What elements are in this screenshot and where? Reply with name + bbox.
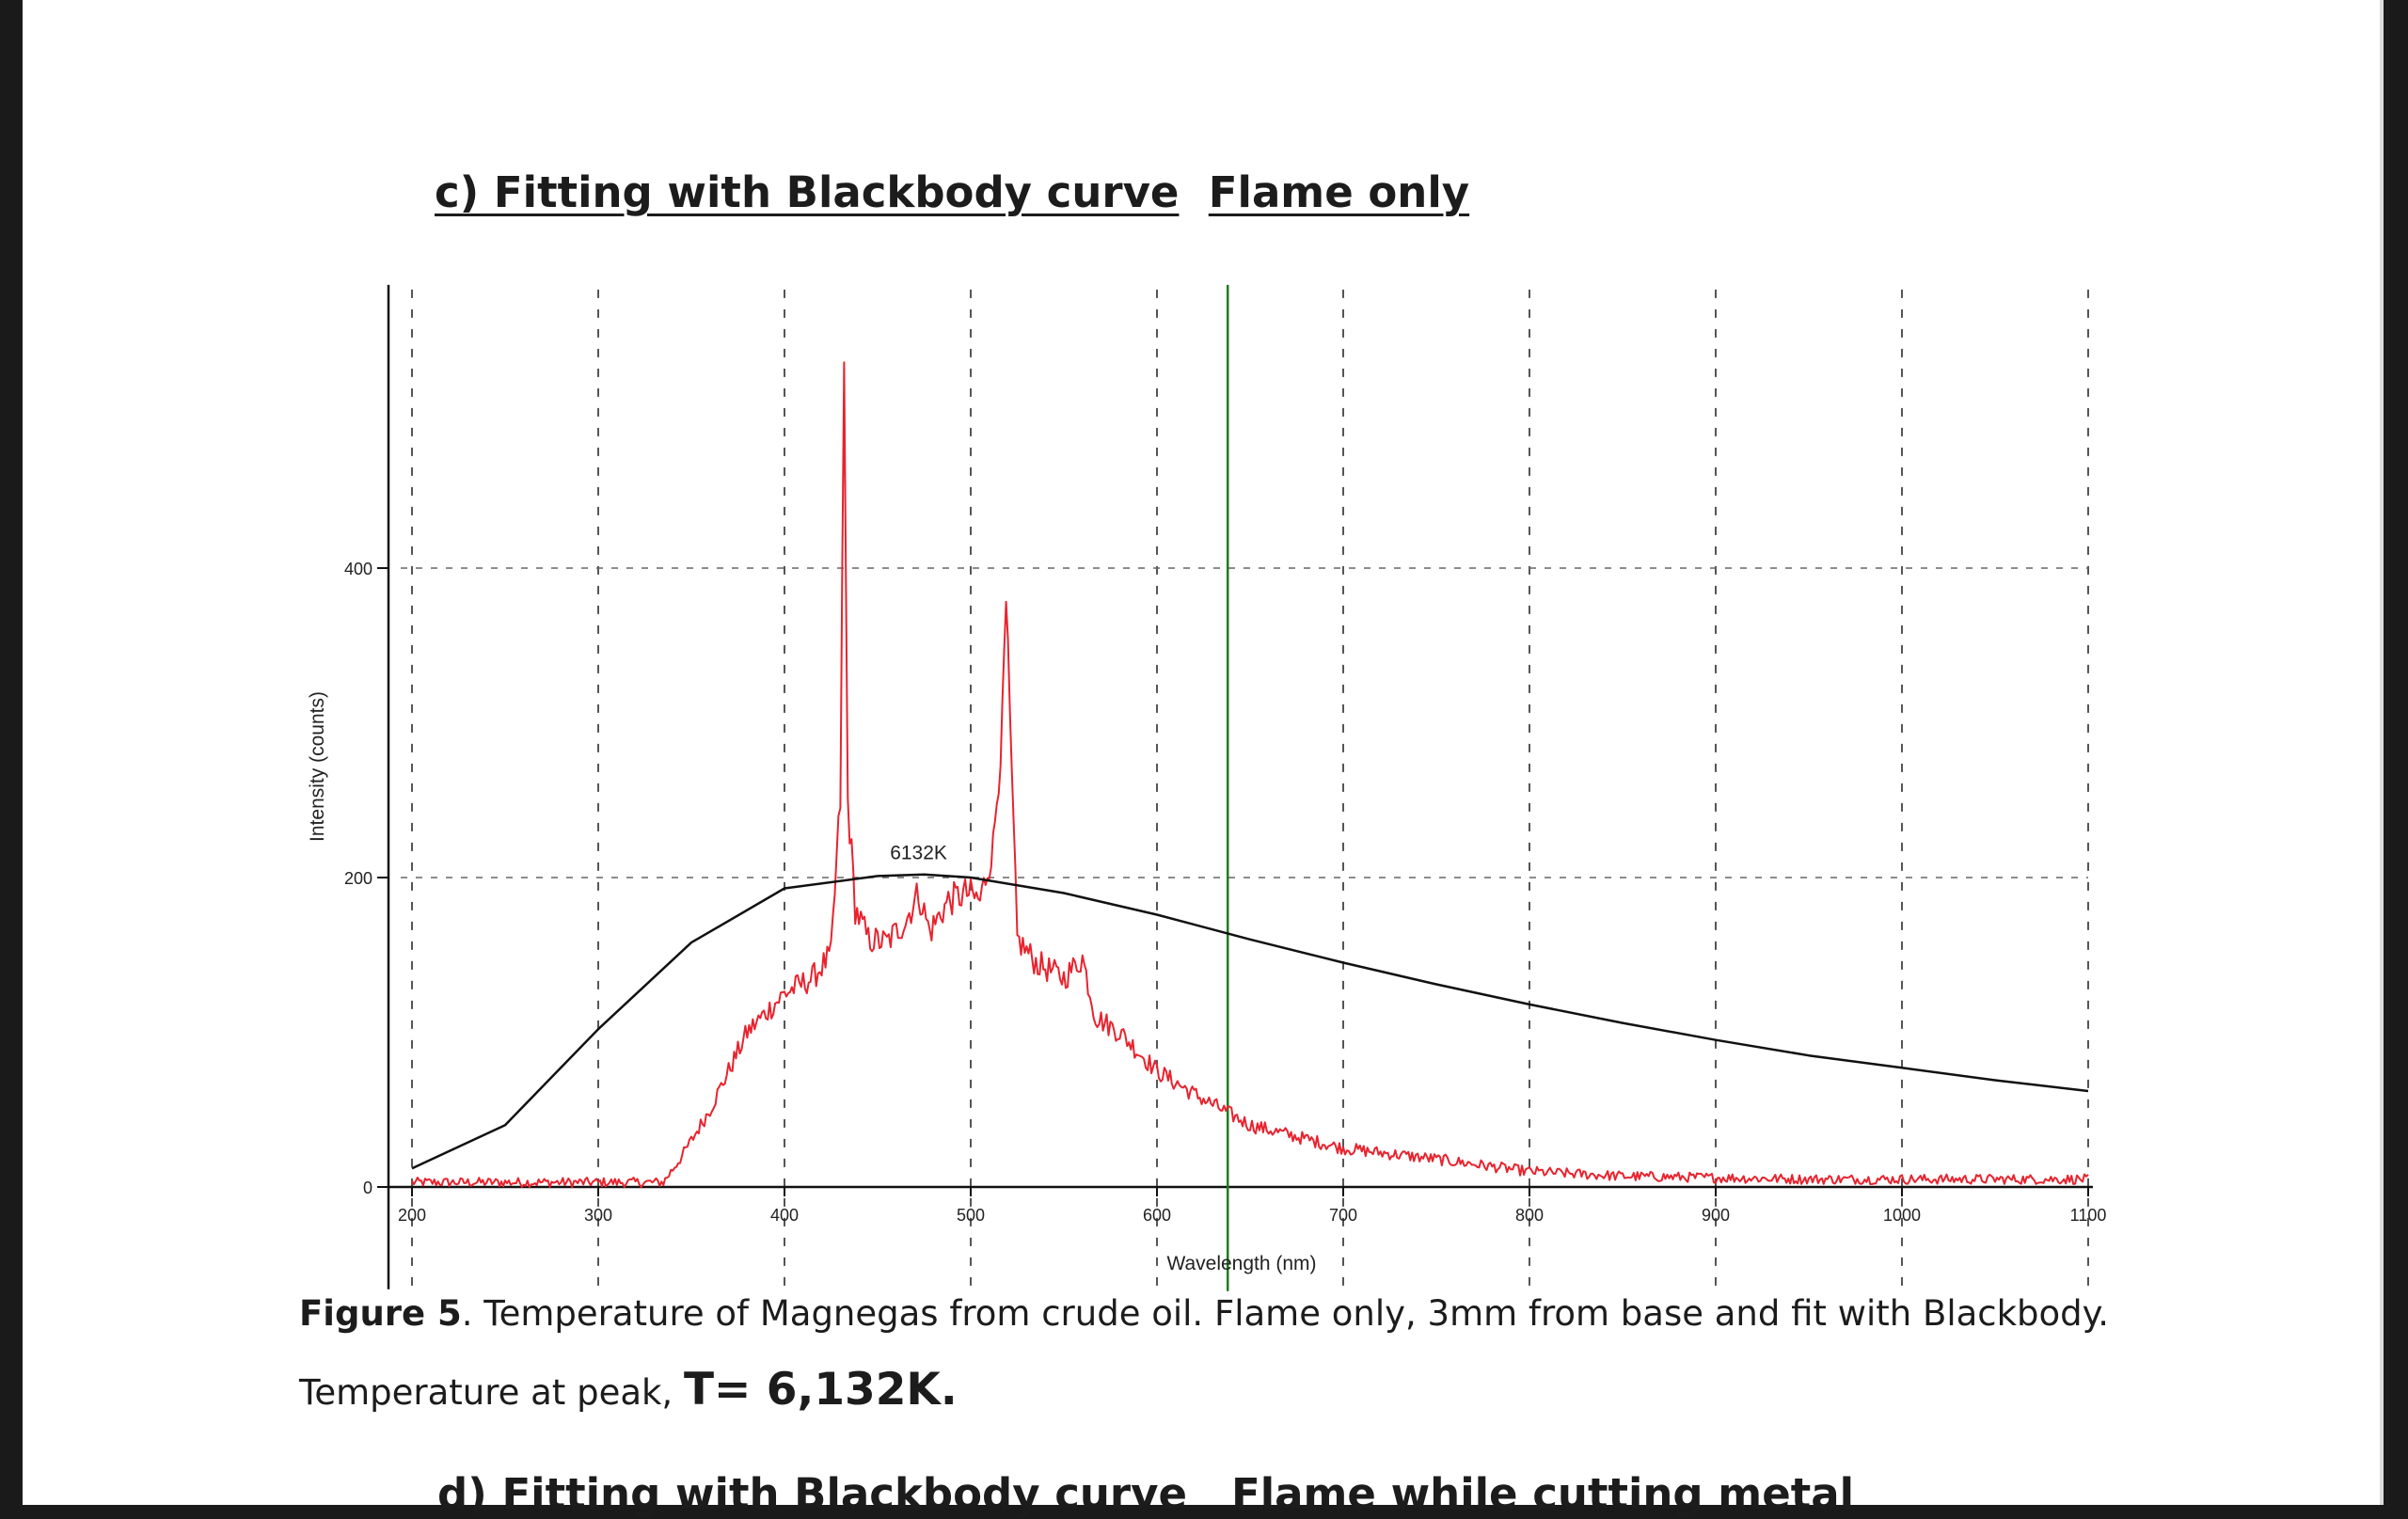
x-tick-label: 1100 (2070, 1206, 2107, 1225)
x-tick-label: 400 (770, 1206, 799, 1225)
peak-temperature-annotation: 6132K (890, 842, 947, 863)
heading-c-part2: Flame only (1208, 167, 1470, 217)
section-heading-d: d) Fitting with Blackbody curve Flame wh… (437, 1469, 1854, 1519)
spectrum-series (411, 361, 2089, 1189)
x-tick-label: 600 (1143, 1206, 1171, 1225)
x-tick-label: 900 (1702, 1206, 1730, 1225)
x-tick-label: 800 (1515, 1206, 1544, 1225)
caption-temperature: T= 6,132K. (683, 1364, 958, 1416)
axis-layer: 0 200 400 200 300 400 500 600 700 800 900 1000 1100 (344, 284, 2107, 1290)
heading-d-part2: Flame while cutting metal (1230, 1469, 1855, 1519)
heading-c-part1: c) Fitting with Blackbody curve (435, 167, 1180, 217)
figure-label: Figure 5 (299, 1293, 462, 1334)
figure-caption-line2: Temperature at peak, T= 6,132K. (299, 1364, 958, 1416)
caption-text2: Temperature at peak, (299, 1372, 684, 1413)
y-tick-label: 0 (363, 1179, 372, 1197)
y-tick-label: 400 (344, 560, 372, 578)
x-tick-label: 200 (398, 1206, 426, 1225)
heading-d-part1: d) Fitting with Blackbody curve (437, 1469, 1187, 1519)
x-tick-label: 300 (584, 1206, 612, 1225)
section-heading-c: c) Fitting with Blackbody curve Flame on… (435, 167, 1469, 217)
page-edge (2380, 0, 2384, 1505)
grid-layer (401, 289, 2089, 1290)
blackbody-fit-series (411, 873, 2089, 1170)
figure-caption-line1: Figure 5. Temperature of Magnegas from c… (299, 1293, 2109, 1334)
x-tick-label: 500 (957, 1206, 985, 1225)
x-axis-title: Wavelength (nm) (1166, 1253, 1316, 1274)
x-tick-label: 700 (1329, 1206, 1357, 1225)
y-axis-title: Intensity (counts) (307, 691, 328, 842)
y-tick-label: 200 (344, 869, 372, 888)
x-tick-label: 1000 (1883, 1206, 1921, 1225)
caption-text1: . Temperature of Magnegas from crude oil… (461, 1293, 2110, 1334)
document-page (23, 0, 2382, 1505)
series-layer (411, 284, 2089, 1291)
